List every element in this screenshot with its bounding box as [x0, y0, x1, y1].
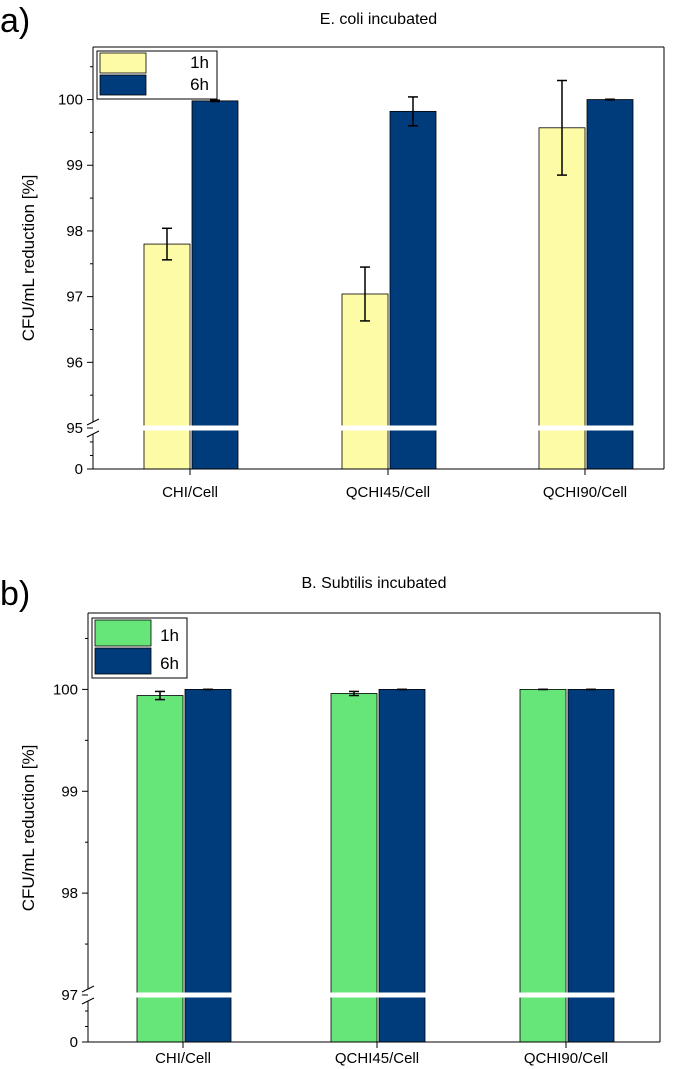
legend-label: 1h: [190, 53, 209, 72]
panel-label: b): [0, 575, 30, 613]
chart-title: E. coli incubated: [320, 11, 437, 28]
y-tick-label: 97: [61, 987, 78, 1004]
legend-label: 6h: [190, 75, 209, 94]
bar-6h-QCHI45/Cell: [378, 689, 426, 1043]
y-tick-label: 100: [58, 92, 83, 109]
y-tick-label: 0: [70, 1034, 78, 1051]
y-tick-label: 96: [66, 354, 83, 371]
bar-1h-CHI/Cell: [143, 243, 191, 470]
bar-6h-QCHI90/Cell: [586, 99, 634, 470]
y-tick-label: 97: [66, 289, 83, 306]
x-tick-label: QCHI45/Cell: [346, 484, 430, 501]
bar-1h-QCHI90/Cell: [519, 689, 567, 1043]
bar-1h-QCHI45/Cell: [330, 693, 378, 1043]
bar-1h-QCHI90/Cell: [538, 127, 586, 470]
panel-label: a): [0, 2, 30, 40]
y-tick-label: 99: [61, 783, 78, 800]
y-tick-label: 98: [66, 223, 83, 240]
bar-6h-CHI/Cell: [184, 689, 232, 1043]
legend-swatch: [94, 647, 152, 675]
axis-break-mark: [81, 985, 95, 993]
y-tick-label: 0: [75, 461, 83, 478]
legend-label: 6h: [160, 654, 179, 673]
x-tick-label: QCHI90/Cell: [543, 484, 627, 501]
bar-6h-CHI/Cell: [191, 100, 239, 470]
chart-panel-a: a) E. coli incubated CFU/mL reduction [%] 9…: [0, 2, 665, 501]
y-tick-label: 100: [53, 681, 78, 698]
y-tick-label: 98: [61, 885, 78, 902]
y-tick-label: 95: [66, 420, 83, 437]
y-tick-label: 99: [66, 157, 83, 174]
axis-break-mark: [86, 430, 100, 438]
y-axis-label: CFU/mL reduction [%]: [19, 175, 38, 342]
legend-swatch: [99, 74, 147, 96]
x-tick-label: CHI/Cell: [162, 484, 218, 501]
legend-swatch: [94, 619, 152, 647]
legend-swatch: [99, 52, 147, 74]
axis-break-mark: [86, 418, 100, 426]
y-axis-label: CFU/mL reduction [%]: [19, 745, 38, 912]
bar-1h-QCHI45/Cell: [341, 293, 389, 470]
x-tick-label: CHI/Cell: [155, 1050, 211, 1067]
x-tick-label: QCHI90/Cell: [524, 1050, 608, 1067]
legend-label: 1h: [160, 626, 179, 645]
x-tick-label: QCHI45/Cell: [335, 1050, 419, 1067]
bar-6h-QCHI45/Cell: [389, 110, 437, 470]
chart-panel-b: b) B. Subtilis incubated CFU/mL reduction …: [0, 575, 661, 1067]
chart-title: B. Subtilis incubated: [302, 575, 447, 592]
bar-1h-CHI/Cell: [136, 695, 184, 1043]
axis-break-mark: [81, 997, 95, 1005]
bar-6h-QCHI90/Cell: [567, 689, 615, 1043]
